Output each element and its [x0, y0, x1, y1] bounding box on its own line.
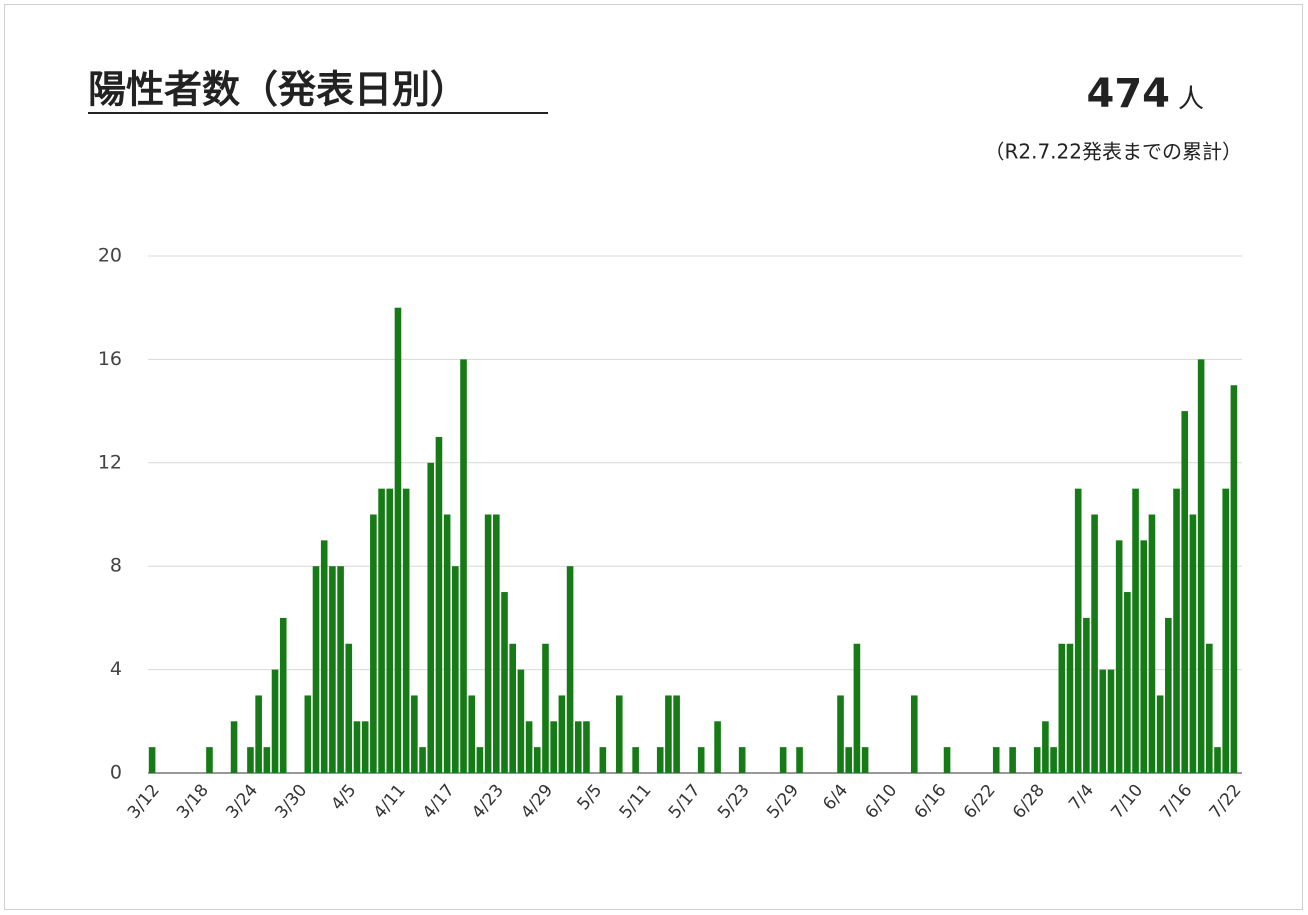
- bar: [1132, 488, 1139, 773]
- y-tick-label: 20: [98, 245, 122, 267]
- y-tick-label: 16: [98, 348, 122, 370]
- bar: [452, 566, 459, 773]
- bar: [673, 695, 680, 773]
- bar: [583, 721, 590, 773]
- bar: [1050, 747, 1057, 773]
- bar: [1165, 617, 1172, 773]
- bar: [312, 566, 320, 773]
- bar: [206, 747, 213, 773]
- bar: [943, 747, 951, 773]
- bar: [533, 747, 541, 773]
- bar: [329, 566, 336, 773]
- bar: [1107, 669, 1115, 773]
- y-tick-label: 0: [110, 762, 122, 784]
- bar: [427, 462, 435, 773]
- bar: [1173, 488, 1180, 773]
- bar: [517, 669, 525, 773]
- bar: [1140, 540, 1148, 773]
- bar: [1066, 643, 1074, 773]
- bar: [1189, 514, 1197, 773]
- bar: [1214, 747, 1221, 773]
- bar: [411, 695, 418, 773]
- bar: [1074, 488, 1082, 773]
- bar: [460, 359, 467, 773]
- bar: [476, 747, 484, 773]
- bar: [1124, 592, 1131, 773]
- bar: [484, 514, 492, 773]
- bar: [1099, 669, 1107, 773]
- bar: [992, 747, 1000, 773]
- bar: [279, 617, 287, 773]
- bar: [599, 747, 607, 773]
- bar: [378, 488, 385, 773]
- bar: [435, 436, 443, 773]
- bar: [615, 695, 623, 773]
- bar: [230, 721, 238, 773]
- bar: [796, 747, 803, 773]
- bar: [837, 695, 844, 773]
- bar: [779, 747, 787, 773]
- bar: [1033, 747, 1041, 773]
- bar: [910, 695, 918, 773]
- bar: [501, 592, 508, 773]
- bar: [1206, 643, 1213, 773]
- bar: [419, 747, 426, 773]
- bar: [509, 643, 516, 773]
- bar: [861, 747, 869, 773]
- bar: [1083, 617, 1090, 773]
- bar: [697, 747, 705, 773]
- bar: [656, 747, 664, 773]
- bar: [738, 747, 746, 773]
- total: 474: [1087, 71, 1171, 117]
- bar: [386, 488, 394, 773]
- bar: [1181, 411, 1189, 773]
- bar: [271, 669, 279, 773]
- bar: [632, 747, 639, 773]
- bar: [845, 747, 853, 773]
- bar: [394, 307, 402, 773]
- bar: [320, 540, 328, 773]
- bar: [1222, 488, 1230, 773]
- chart-title: 陽性者数（発表日別）: [88, 68, 468, 112]
- bar: [714, 721, 721, 773]
- bar: [853, 643, 861, 773]
- bar: [665, 695, 672, 773]
- bar: [1197, 359, 1205, 773]
- total-unit: 人: [1178, 85, 1204, 115]
- bar: [1156, 695, 1164, 773]
- note: （R2.7.22発表までの累計）: [984, 140, 1242, 164]
- bar: [525, 721, 533, 773]
- bar: [1091, 514, 1098, 773]
- bar: [1058, 643, 1066, 773]
- bar: [263, 747, 271, 773]
- bar: [255, 695, 262, 773]
- bar: [1115, 540, 1123, 773]
- bar: [574, 721, 582, 773]
- bar: [468, 695, 476, 773]
- bar: [1230, 385, 1238, 773]
- y-tick-label: 4: [110, 658, 122, 680]
- bar: [550, 721, 557, 773]
- y-tick-label: 12: [98, 451, 122, 473]
- bar: [247, 747, 254, 773]
- bar: [370, 514, 377, 773]
- bar: [337, 566, 344, 773]
- bar: [304, 695, 312, 773]
- bar: [542, 643, 549, 773]
- bar: [345, 643, 353, 773]
- bar: [1148, 514, 1156, 773]
- bar: [148, 747, 156, 773]
- bar: [361, 721, 369, 773]
- bar: [493, 514, 500, 773]
- bar: [402, 488, 410, 773]
- bar: [1009, 747, 1016, 773]
- y-tick-label: 8: [110, 555, 122, 577]
- bar: [566, 566, 574, 773]
- bar: [443, 514, 451, 773]
- bar: [353, 721, 361, 773]
- bar: [558, 695, 566, 773]
- bar: [1042, 721, 1049, 773]
